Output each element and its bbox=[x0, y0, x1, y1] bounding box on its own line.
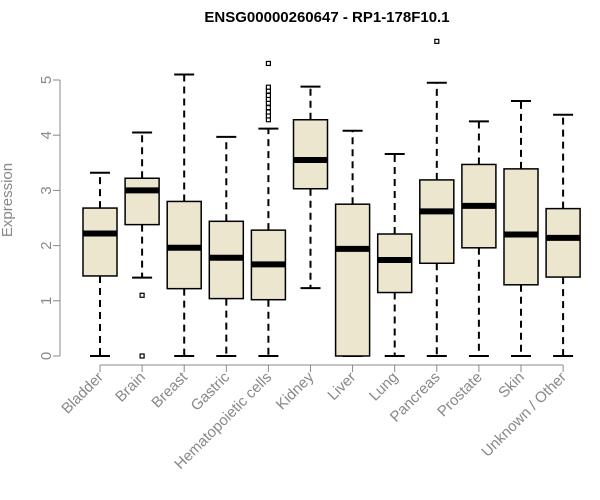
box-breast bbox=[166, 73, 202, 357]
x-tick-label: Prostate bbox=[434, 369, 486, 421]
box-iqr bbox=[334, 203, 371, 357]
y-axis: 0 1 2 3 4 5 bbox=[38, 76, 61, 360]
boxes-group bbox=[82, 38, 581, 359]
y-tick-label: 5 bbox=[38, 76, 55, 84]
box-kidney bbox=[292, 85, 329, 290]
box-iqr bbox=[419, 179, 455, 265]
x-tick-label: Skin bbox=[495, 369, 528, 402]
x-tick-label: Kidney bbox=[273, 368, 318, 413]
x-tick-label: Bladder bbox=[58, 369, 107, 418]
x-tick-label: Lung bbox=[366, 369, 402, 405]
box-iqr bbox=[124, 177, 160, 226]
outlier-point bbox=[139, 292, 145, 298]
y-tick-label: 1 bbox=[38, 297, 55, 305]
y-axis-label: Expression bbox=[0, 163, 16, 237]
outlier-point bbox=[265, 60, 271, 67]
x-tick-label: Breast bbox=[148, 368, 191, 411]
outlier-point bbox=[265, 84, 271, 90]
outlier-point bbox=[265, 92, 271, 99]
box-iqr bbox=[292, 118, 329, 190]
y-tick-label: 4 bbox=[38, 131, 55, 139]
outlier-point bbox=[139, 353, 145, 359]
box-brain bbox=[124, 131, 160, 359]
box-prostate bbox=[461, 120, 497, 357]
box-liver bbox=[334, 129, 371, 357]
x-tick-label: Liver bbox=[324, 369, 359, 404]
y-tick-label: 3 bbox=[38, 186, 55, 194]
outlier-point bbox=[265, 109, 271, 115]
box-unknown-other bbox=[545, 113, 581, 357]
box-skin bbox=[503, 99, 539, 357]
box-bladder bbox=[82, 171, 118, 357]
box-iqr bbox=[503, 168, 539, 286]
outlier-point bbox=[434, 38, 440, 44]
box-iqr bbox=[82, 207, 118, 277]
y-tick-label: 2 bbox=[38, 241, 55, 249]
x-tick-label: Brain bbox=[112, 369, 149, 406]
box-iqr bbox=[545, 207, 581, 278]
box-pancreas bbox=[419, 38, 455, 357]
box-lung bbox=[376, 152, 413, 357]
chart-title: ENSG00000260647 - RP1-178F10.1 bbox=[204, 9, 449, 26]
box-iqr bbox=[376, 233, 413, 294]
outlier-point bbox=[265, 104, 271, 111]
y-tick-label: 0 bbox=[38, 352, 55, 360]
box-gastric bbox=[208, 135, 245, 357]
box-hematopoietic-cells bbox=[250, 60, 287, 357]
